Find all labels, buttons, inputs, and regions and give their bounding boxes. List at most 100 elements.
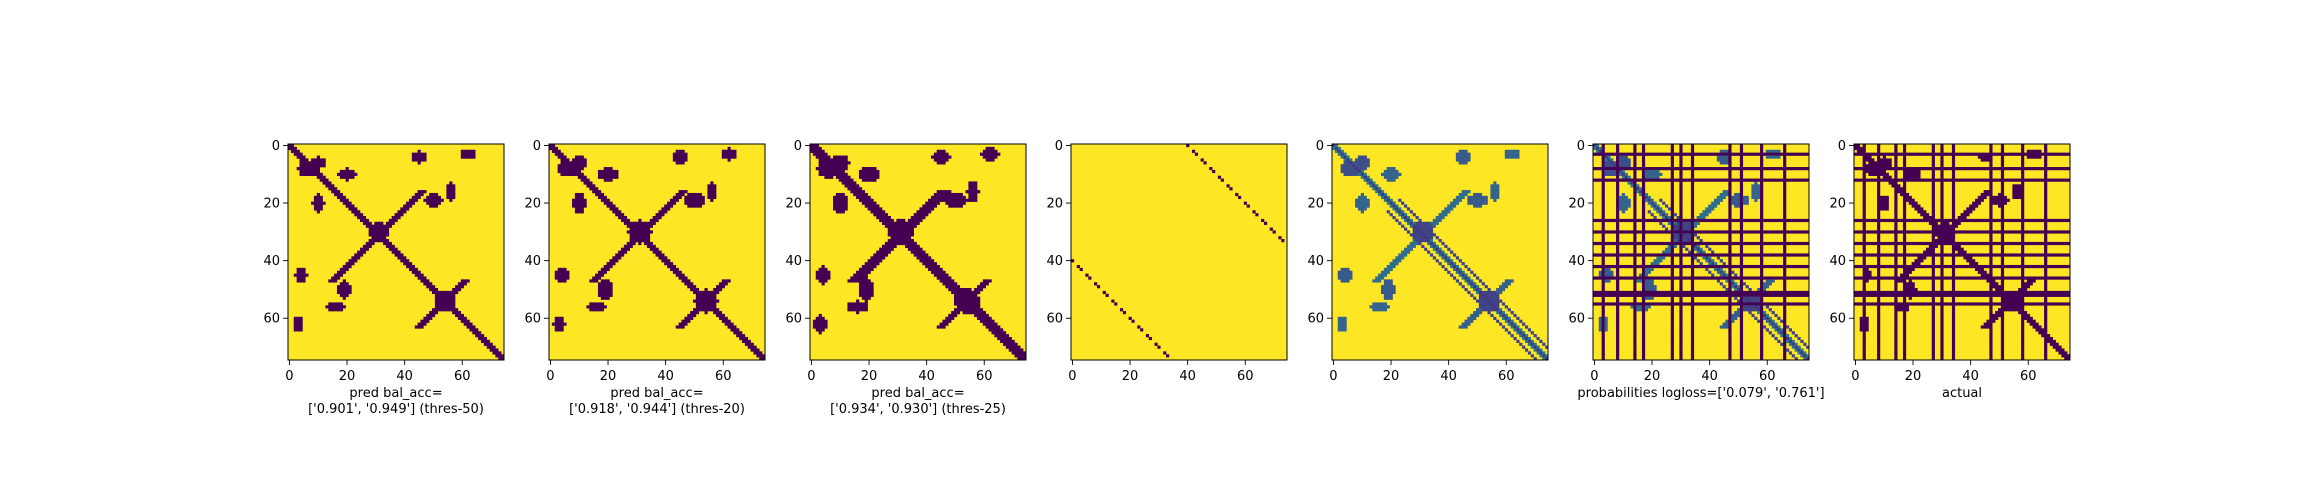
- heatmap-cell: [339, 308, 344, 312]
- heatmap-cell: [1777, 155, 1781, 159]
- heatmap-cell: [830, 158, 834, 162]
- heatmap-cell: [426, 313, 430, 318]
- heatmap-cell: [1670, 319, 1674, 323]
- heatmap-cell: [893, 221, 897, 225]
- heatmap-cell: [1346, 155, 1350, 159]
- heatmap-cell: [1734, 152, 1738, 156]
- heatmap-cell: [380, 239, 384, 243]
- heatmap-cell: [827, 273, 831, 277]
- heatmap-cell: [991, 146, 995, 151]
- heatmap-cell: [1728, 184, 1732, 188]
- heatmap-cell: [1510, 319, 1514, 323]
- heatmap-cell: [1406, 218, 1411, 223]
- heatmap-cell: [1728, 247, 1732, 251]
- heatmap-cell: [741, 336, 746, 341]
- heatmap-cell: [1447, 259, 1451, 263]
- heatmap-cell: [1607, 155, 1611, 159]
- heatmap-cell: [1699, 230, 1703, 234]
- heatmap-cell: [710, 290, 714, 295]
- heatmap-cell: [951, 311, 955, 315]
- heatmap-cell: [1429, 230, 1434, 234]
- heatmap-cell: [707, 305, 711, 309]
- heatmap-cell: [710, 308, 714, 312]
- heatmap-cell: [1429, 244, 1434, 248]
- heatmap-cell: [1690, 247, 1695, 251]
- heatmap-cell: [1702, 241, 1706, 246]
- heatmap-cell: [1679, 236, 1683, 240]
- heatmap-cell: [1667, 244, 1672, 248]
- heatmap-cell: [1650, 230, 1654, 234]
- heatmap-cell: [701, 296, 705, 300]
- heatmap-cell: [1510, 279, 1514, 283]
- heatmap-cell: [1791, 293, 1795, 297]
- heatmap-cell: [864, 201, 868, 205]
- heatmap-cell: [417, 155, 421, 159]
- heatmap-cell: [1711, 207, 1715, 211]
- heatmap-cell: [460, 282, 464, 286]
- heatmap-cell: [1667, 221, 1672, 225]
- heatmap-cell: [1760, 184, 1764, 188]
- heatmap-cell: [948, 204, 952, 208]
- heatmap-cell: [1467, 267, 1471, 272]
- heatmap-cell: [1613, 253, 1617, 257]
- heatmap-cell: [1708, 204, 1712, 208]
- heatmap-cell: [1616, 213, 1620, 217]
- heatmap-cell: [313, 158, 318, 162]
- heatmap-cell: [1639, 264, 1643, 269]
- heatmap-cell: [858, 308, 863, 312]
- heatmap-cell: [841, 158, 845, 162]
- heatmap-cell: [1737, 178, 1741, 182]
- heatmap-cell: [739, 334, 743, 338]
- heatmap-cell: [1731, 290, 1735, 295]
- heatmap-cell: [1633, 244, 1637, 248]
- heatmap-cell: [1702, 213, 1706, 217]
- heatmap-cell: [1496, 293, 1500, 297]
- heatmap-cell: [574, 164, 579, 168]
- heatmap-cell: [360, 247, 364, 251]
- heatmap-cell: [1493, 316, 1497, 320]
- heatmap-cell: [1601, 178, 1605, 182]
- heatmap-cell: [704, 305, 708, 309]
- heatmap-cell: [835, 201, 840, 205]
- heatmap-cell: [841, 195, 845, 200]
- heatmap-cell: [1238, 195, 1242, 200]
- heatmap-cell: [1760, 259, 1764, 263]
- heatmap-cell: [1447, 256, 1451, 260]
- heatmap-cell: [1762, 218, 1767, 223]
- heatmap-cell: [1734, 290, 1738, 295]
- heatmap-cell: [429, 282, 433, 286]
- heatmap-cell: [1409, 247, 1413, 251]
- heatmap-cell: [1722, 167, 1726, 171]
- heatmap-cell: [1412, 221, 1416, 225]
- heatmap-cell: [600, 296, 605, 300]
- heatmap-cell: [658, 210, 662, 214]
- heatmap-cell: [1728, 308, 1732, 312]
- heatmap-cell: [354, 253, 358, 257]
- heatmap-cell: [1777, 316, 1781, 320]
- heatmap-cell: [577, 198, 581, 202]
- heatmap-cell: [1418, 241, 1422, 246]
- heatmap-cell: [882, 213, 886, 217]
- heatmap-cell: [1461, 262, 1465, 266]
- heatmap-cell: [1780, 178, 1784, 182]
- heatmap-cell: [942, 279, 946, 283]
- heatmap-cell: [1357, 158, 1362, 162]
- heatmap-cell: [1484, 198, 1488, 202]
- heatmap-cell: [316, 175, 320, 179]
- heatmap-cell: [1604, 276, 1608, 280]
- heatmap-cell: [1682, 253, 1686, 257]
- heatmap-cell: [838, 167, 842, 171]
- heatmap-cell: [609, 285, 613, 289]
- heatmap-cell: [1633, 276, 1637, 280]
- heatmap-cell: [1501, 285, 1506, 289]
- heatmap-cell: [1728, 224, 1732, 228]
- heatmap-cell: [586, 178, 590, 182]
- heatmap-cell: [951, 195, 955, 200]
- heatmap-cell: [1667, 276, 1672, 280]
- heatmap-cell: [597, 282, 602, 286]
- heatmap-cell: [1650, 290, 1654, 295]
- heatmap-cell: [574, 207, 579, 211]
- heatmap-cell: [977, 302, 981, 306]
- heatmap-cell: [977, 316, 981, 320]
- heatmap-cell: [1524, 348, 1529, 352]
